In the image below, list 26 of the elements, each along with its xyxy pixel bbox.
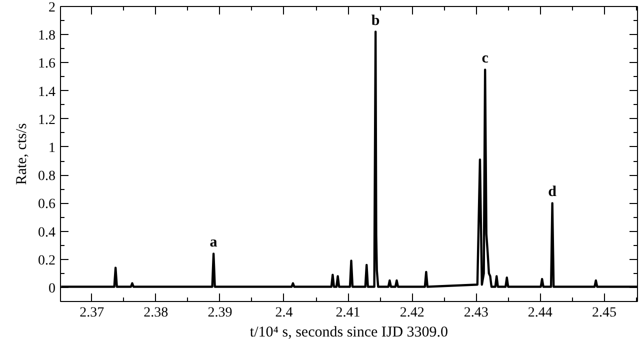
y-tick-label: 1.6 (38, 56, 56, 72)
x-tick-label: 2.41 (336, 306, 360, 320)
x-tick-label: 2.44 (528, 306, 552, 320)
y-tick-label: 0.4 (38, 225, 56, 240)
y-tick-label: 1.4 (38, 84, 56, 100)
x-tick-label: 2.45 (592, 306, 616, 320)
x-tick-label: 2.39 (208, 306, 232, 320)
x-tick-label: 2.37 (80, 306, 104, 320)
y-tick-label: 2 (48, 0, 56, 16)
x-tick-label: 2.42 (400, 306, 424, 320)
y-tick-label: 0.2 (38, 253, 56, 268)
y-tick-label: 0.6 (38, 197, 56, 212)
annotation: c (482, 50, 489, 67)
y-tick-label: 1.8 (38, 28, 56, 44)
y-tick-label: 1 (48, 140, 56, 156)
y-tick-label: 0.8 (38, 169, 56, 184)
x-tick-label: 2.43 (464, 306, 488, 320)
x-tick-label: 2.38 (144, 306, 168, 320)
annotation: d (548, 184, 558, 200)
y-axis-title: Rate, cts/s (14, 123, 30, 185)
y-tick-label: 1.2 (38, 112, 56, 128)
x-tick-label: 2.4 (275, 306, 293, 320)
annotation: a (210, 234, 218, 251)
annotation: b (371, 12, 380, 29)
x-axis-title: t/10⁴ s, seconds since IJD 3309.0 (250, 324, 448, 340)
y-tick-label: 0 (48, 281, 56, 296)
